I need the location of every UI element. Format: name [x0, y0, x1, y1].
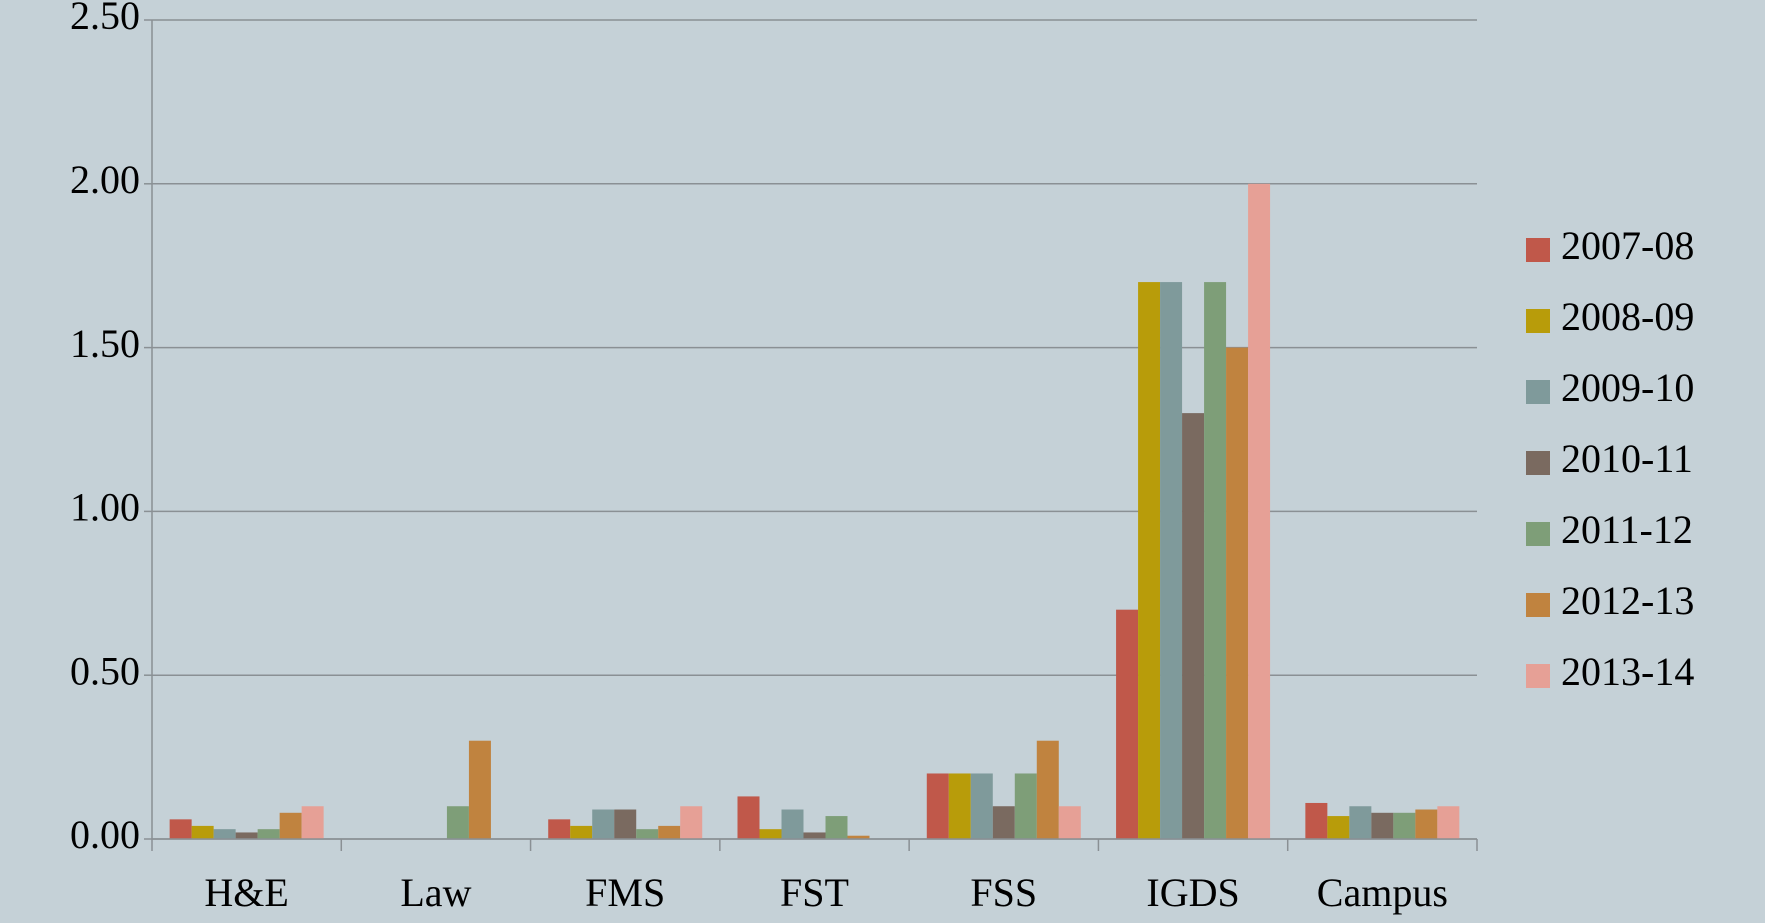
- bar: [614, 809, 637, 839]
- legend-swatch: [1526, 664, 1550, 688]
- bar: [279, 812, 302, 839]
- bar: [680, 806, 703, 839]
- x-tick-label: FST: [780, 870, 849, 915]
- legend-label: 2011-12: [1561, 507, 1693, 552]
- bar: [1248, 183, 1271, 840]
- bar: [1014, 773, 1037, 839]
- bar: [191, 825, 214, 839]
- bar: [1204, 282, 1227, 840]
- y-tick-label: 1.00: [70, 485, 140, 530]
- legend-label: 2013-14: [1561, 649, 1694, 694]
- y-tick-label: 2.50: [70, 0, 140, 38]
- bar: [1036, 740, 1059, 839]
- legend-label: 2012-13: [1561, 578, 1694, 623]
- bar: [548, 819, 571, 839]
- bar: [759, 829, 782, 839]
- bar: [1116, 609, 1139, 839]
- bar: [948, 773, 971, 839]
- bar: [1226, 347, 1249, 839]
- bar: [1349, 806, 1372, 839]
- bar: [1305, 802, 1328, 839]
- bar: [803, 832, 826, 839]
- bar: [169, 819, 192, 839]
- bar: [1138, 282, 1161, 840]
- legend-label: 2007-08: [1561, 223, 1694, 268]
- bar: [1415, 809, 1438, 839]
- bar: [1160, 282, 1183, 840]
- x-tick-label: H&E: [204, 870, 288, 915]
- bar: [592, 809, 615, 839]
- y-tick-label: 0.00: [70, 812, 140, 857]
- bar: [992, 806, 1015, 839]
- bar: [468, 740, 491, 839]
- legend-swatch: [1526, 593, 1550, 617]
- legend-label: 2009-10: [1561, 365, 1694, 410]
- bar: [926, 773, 949, 839]
- legend-swatch: [1526, 451, 1550, 475]
- bar: [737, 796, 760, 839]
- bar: [1371, 812, 1394, 839]
- bar: [301, 806, 324, 839]
- bar: [1058, 806, 1081, 839]
- bar: [570, 825, 593, 839]
- bar: [970, 773, 993, 839]
- y-tick-label: 0.50: [70, 648, 140, 693]
- legend-label: 2008-09: [1561, 294, 1694, 339]
- bar: [257, 829, 280, 839]
- x-tick-label: FSS: [970, 870, 1037, 915]
- y-tick-label: 2.00: [70, 157, 140, 202]
- legend-swatch: [1526, 522, 1550, 546]
- bar: [1437, 806, 1460, 839]
- legend-label: 2010-11: [1561, 436, 1693, 481]
- bar: [235, 832, 258, 839]
- bar: [658, 825, 681, 839]
- bar: [446, 806, 469, 839]
- x-tick-label: FMS: [585, 870, 665, 915]
- x-tick-label: Campus: [1317, 870, 1448, 915]
- bar: [847, 835, 870, 839]
- legend-swatch: [1526, 309, 1550, 333]
- bar: [1182, 413, 1205, 839]
- bar: [1393, 812, 1416, 839]
- bar: [213, 829, 236, 839]
- legend-swatch: [1526, 380, 1550, 404]
- bar: [1327, 816, 1350, 839]
- legend-swatch: [1526, 238, 1550, 262]
- bar: [825, 816, 848, 839]
- bar: [781, 809, 804, 839]
- x-tick-label: IGDS: [1146, 870, 1239, 915]
- x-tick-label: Law: [400, 870, 471, 915]
- bar: [636, 829, 659, 839]
- y-tick-label: 1.50: [70, 321, 140, 366]
